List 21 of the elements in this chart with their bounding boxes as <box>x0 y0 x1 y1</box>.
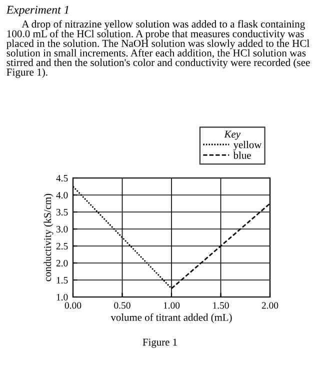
chart-title: Experiment 1 <box>6 6 68 16</box>
y-tick-label: 1.5 <box>56 276 68 284</box>
y-tick-label: 2.5 <box>56 242 68 250</box>
caption: Figure 1 <box>142 338 177 348</box>
legend-title: Key <box>224 130 240 140</box>
x-tick-label: 0.50 <box>114 302 130 309</box>
chart-subtitle: A drop of nitrazine yellow solution was added to a flask containing 100.0 mL of the HCl solution. A probe that measures conductivity was placed in the solution. The NaOH solution was slowly added to the HCl solution in small increments. After each addition, the HCl solution was stirred and then the solution's color and conductivity were recorded (see Figure 1). <box>6 20 310 78</box>
y-tick-label: 3.0 <box>56 226 68 233</box>
legend-label: blue <box>233 151 251 159</box>
y-tick-label: 1.0 <box>56 294 68 301</box>
y-tick-label: 4.5 <box>56 174 68 182</box>
y-tick-label: 2.0 <box>56 260 68 267</box>
y-tick-label: 4.0 <box>56 192 68 199</box>
x-tick-label: 1.50 <box>213 302 229 309</box>
x-tick-label: 0.00 <box>64 302 82 309</box>
x-axis-title: volume of titrant added (mL) <box>110 313 232 324</box>
y-axis-title: conductivity (kS/cm) <box>44 194 54 282</box>
y-tick-label: 3.5 <box>56 208 68 216</box>
x-tick-label: 2.00 <box>262 302 278 309</box>
legend-label: yellow <box>233 140 262 150</box>
x-tick-label: 1.00 <box>164 302 180 309</box>
